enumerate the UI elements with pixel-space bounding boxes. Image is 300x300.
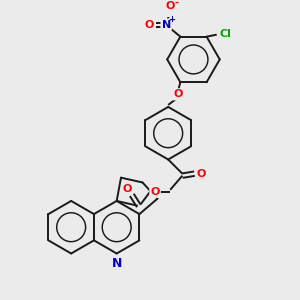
Text: O: O <box>166 1 175 11</box>
Text: O: O <box>122 184 131 194</box>
Text: Cl: Cl <box>220 28 232 39</box>
Text: O: O <box>150 187 160 197</box>
Text: N: N <box>112 256 122 269</box>
Text: O: O <box>197 169 206 179</box>
Text: O: O <box>144 20 154 29</box>
Text: O: O <box>174 89 183 99</box>
Text: N: N <box>161 20 171 29</box>
Text: +: + <box>168 15 175 24</box>
Text: -: - <box>174 0 178 7</box>
